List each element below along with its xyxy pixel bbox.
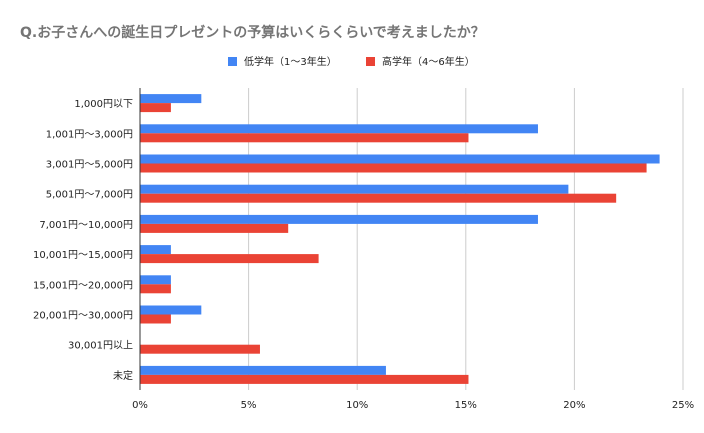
bar-upper-grade — [140, 314, 171, 324]
chart-title: Q.お子さんへの誕生日プレゼントの予算はいくらくらいで考えましたか？ — [20, 24, 485, 41]
bar-upper-grade — [140, 254, 319, 264]
bar-lower-grade — [140, 154, 660, 164]
x-axis-labels: 0% 5% 10% 15% 20% 25% — [132, 400, 694, 411]
bar-upper-grade — [140, 133, 469, 143]
bar-upper-grade — [140, 163, 647, 173]
bar-lower-grade — [140, 305, 202, 315]
x-tick-label: 15% — [455, 400, 477, 411]
bar-upper-grade — [140, 374, 469, 384]
bar-upper-grade — [140, 193, 617, 203]
category-label: 1,001円～3,000円 — [46, 129, 133, 140]
category-labels: 1,000円以下 1,001円～3,000円 3,001円～5,000円 5,001円… — [33, 99, 133, 382]
category-label: 15,001円～20,000円 — [33, 280, 133, 291]
bar-lower-grade — [140, 184, 569, 194]
x-tick-label: 5% — [241, 400, 257, 411]
bar-lower-grade — [140, 365, 386, 375]
bar-lower-grade — [140, 275, 171, 285]
bar-upper-grade — [140, 223, 289, 233]
bar-lower-grade — [140, 214, 538, 224]
x-tick-label: 25% — [672, 400, 694, 411]
bar-lower-grade — [140, 94, 202, 104]
legend-swatch — [228, 57, 237, 66]
category-label: 3,001円～5,000円 — [46, 160, 133, 171]
category-label: 7,001円～10,000円 — [39, 220, 133, 231]
category-label: 1,000円以下 — [74, 99, 133, 110]
x-tick-label: 10% — [346, 400, 368, 411]
bar-upper-grade — [140, 344, 260, 354]
category-label: 20,001円～30,000円 — [33, 311, 133, 322]
bar-upper-grade — [140, 103, 171, 113]
x-tick-label: 0% — [132, 400, 148, 411]
category-label: 5,001円～7,000円 — [46, 190, 133, 201]
legend-swatch — [366, 57, 375, 66]
category-label: 30,001円以上 — [68, 340, 133, 352]
legend-label: 低学年（1～3年生） — [244, 55, 337, 68]
bar-lower-grade — [140, 245, 171, 255]
category-label: 10,001円～15,000円 — [33, 250, 133, 261]
legend-label: 高学年（4～6年生） — [382, 55, 475, 68]
legend: 低学年（1～3年生） 高学年（4～6年生） — [228, 55, 475, 68]
bar-lower-grade — [140, 124, 538, 134]
bars — [140, 94, 660, 384]
x-tick-label: 20% — [563, 400, 585, 411]
bar-upper-grade — [140, 284, 171, 294]
category-label: 未定 — [113, 369, 133, 382]
